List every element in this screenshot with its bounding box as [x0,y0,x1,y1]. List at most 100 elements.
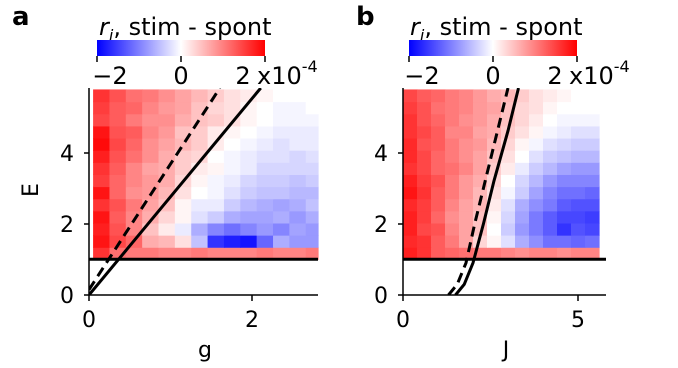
heatmap-cell-b-6-2 [431,174,446,188]
heatmap-cell-b-12-13 [585,101,600,115]
overlay-line-a-1 [89,88,222,291]
heatmap-cell-a-2-4 [158,222,176,236]
heatmap-cell-a-12-3 [142,101,160,115]
heatmap-cell-a-10-12 [289,125,307,139]
heatmap-cell-a-13-6 [191,89,209,103]
heatmap-cell-b-12-4 [459,101,474,115]
colorbar-title-b: ri, stim - spont [410,13,583,45]
x-ticklabel-b-0: 0 [396,308,410,333]
heatmap-cell-b-4-2 [431,198,446,212]
heatmap-cell-a-10-10 [256,125,274,139]
heatmap-cell-a-9-1 [109,137,127,151]
heatmap-cell-a-13-10 [256,89,274,103]
heatmap-cell-b-6-13 [585,174,600,188]
heatmap-cell-a-13-13 [305,89,319,103]
colorbar-ticklabel-a-0: −2 [92,62,127,90]
heatmap-cell-a-13-12 [289,89,307,103]
heatmap-cell-a-4-11 [273,198,290,212]
heatmap-cell-a-7-8 [223,162,241,175]
heatmap-cell-a-2-10 [256,222,274,236]
heatmap-cell-a-13-2 [125,89,143,103]
heatmap-cell-b-12-3 [445,101,460,115]
heatmap-cell-b-10-5 [473,125,488,139]
heatmap-cell-a-11-9 [240,113,258,127]
heatmap-cell-a-6-12 [289,174,307,188]
colorbar-b [409,40,577,56]
heatmap-cell-b-10-4 [459,125,474,139]
heatmap-cell-b-12-10 [543,101,558,115]
heatmap-cell-b-6-4 [459,174,474,188]
heatmap-cell-b-9-8 [515,137,530,151]
heatmap-cell-b-0-12 [571,247,586,260]
heatmap-cell-a-8-0 [93,150,111,163]
heatmap-cell-a-0-9 [240,247,258,260]
heatmap-cell-b-4-12 [571,198,586,212]
heatmap-cell-a-11-13 [305,113,319,127]
heatmap-cell-b-10-0 [403,125,418,139]
heatmap-cell-b-1-0 [403,235,418,248]
heatmap-cell-b-3-11 [557,210,572,224]
heatmap-cell-b-6-12 [571,174,586,188]
heatmap-cell-b-4-8 [515,198,530,212]
heatmap-cell-b-8-4 [459,150,474,163]
heatmap-cell-b-7-1 [417,162,432,175]
heatmap-cell-a-6-2 [125,174,143,188]
y-ticklabel-a-2: 2 [60,213,74,238]
heatmap-cell-a-6-11 [273,174,290,188]
heatmap-cell-b-12-6 [487,101,502,115]
heatmap-cell-a-8-9 [240,150,258,163]
heatmap-cell-a-7-7 [207,162,225,175]
colorbar-multiplier-a: x10-4 [257,57,318,90]
heatmap-cell-b-7-13 [585,162,600,175]
y-ticklabel-b-0: 0 [374,284,388,309]
heatmap-cell-b-11-8 [515,113,530,127]
heatmap-cell-b-9-2 [431,137,446,151]
heatmap-cell-a-0-7 [207,247,225,260]
heatmap-cell-a-8-3 [142,150,160,163]
heatmap-cell-b-2-6 [487,222,502,236]
heatmap-cell-b-3-12 [571,210,586,224]
heatmap-cell-a-9-3 [142,137,160,151]
heatmap-cell-b-3-10 [543,210,558,224]
heatmap-cell-b-1-6 [487,235,502,248]
heatmap-cell-a-1-13 [305,235,319,248]
heatmap-cell-b-13-6 [487,89,502,103]
heatmap-cell-b-13-0 [403,89,418,103]
heatmap-cell-a-9-0 [93,137,111,151]
heatmap-cell-a-1-3 [142,235,160,248]
heatmap-cell-b-7-0 [403,162,418,175]
heatmap-cell-b-8-5 [473,150,488,163]
heatmap-cell-b-1-13 [585,235,600,248]
heatmap-cell-b-3-7 [501,210,516,224]
heatmap-cell-b-0-0 [403,247,418,260]
colorbar-multiplier-b: x10-4 [569,57,630,90]
heatmap-cell-b-3-3 [445,210,460,224]
x-ticklabel-a-0: 0 [82,308,96,333]
heatmap-cell-a-11-2 [125,113,143,127]
heatmap-cell-b-5-0 [403,186,418,200]
heatmap-cell-b-13-7 [501,89,516,103]
heatmap-cell-a-10-1 [109,125,127,139]
heatmap-cell-b-3-0 [403,210,418,224]
heatmap-cell-a-3-1 [109,210,127,224]
heatmap-cell-b-1-7 [501,235,516,248]
heatmap-cell-a-0-0 [93,247,111,260]
heatmap-cell-b-8-13 [585,150,600,163]
heatmap-cell-b-5-9 [529,186,544,200]
heatmap-cell-b-5-12 [571,186,586,200]
heatmap-cell-b-9-13 [585,137,600,151]
heatmap-cell-b-7-10 [543,162,558,175]
panel-label-a: a [12,2,30,32]
heatmap-cell-b-11-13 [585,113,600,127]
heatmap-cell-a-0-6 [191,247,209,260]
heatmap-cell-b-5-2 [431,186,446,200]
heatmap-cell-a-8-2 [125,150,143,163]
heatmap-cell-b-12-11 [557,101,572,115]
heatmap-cell-a-10-0 [93,125,111,139]
heatmap-cell-a-10-9 [240,125,258,139]
heatmap-cell-b-11-11 [557,113,572,127]
heatmap-cell-a-3-8 [223,210,241,224]
heatmap-cell-a-2-2 [125,222,143,236]
heatmap-cell-b-9-1 [417,137,432,151]
heatmap-cell-a-4-5 [174,198,192,212]
